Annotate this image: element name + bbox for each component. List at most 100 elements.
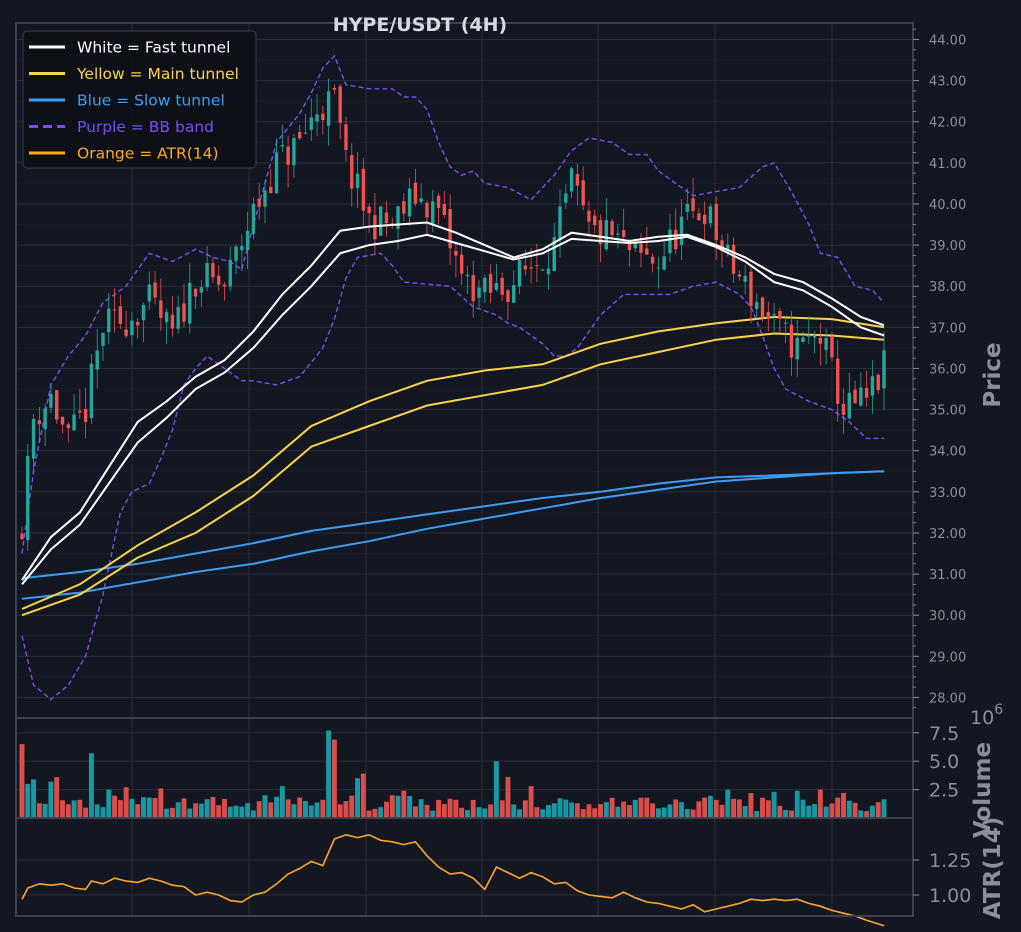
legend-label: Yellow = Main tunnel bbox=[76, 65, 239, 83]
candle-body bbox=[714, 203, 718, 240]
volume-bar bbox=[378, 807, 384, 818]
candle-body bbox=[766, 311, 770, 319]
volume-bar bbox=[193, 803, 199, 818]
volume-bar bbox=[181, 798, 187, 818]
candle-body bbox=[332, 87, 337, 90]
candle-body bbox=[350, 155, 354, 189]
atr-axis-label: ATR(14) bbox=[980, 817, 1006, 919]
candle-body bbox=[118, 306, 123, 324]
candle-body bbox=[269, 186, 273, 194]
candle-body bbox=[188, 282, 192, 324]
candle-body bbox=[737, 274, 742, 277]
volume-bar bbox=[152, 798, 158, 818]
fast-tunnel-lower bbox=[21, 233, 885, 585]
candle-body bbox=[581, 180, 585, 206]
candle-body bbox=[818, 337, 823, 344]
candle-body bbox=[216, 275, 221, 285]
candle-body bbox=[535, 265, 539, 267]
candle-body bbox=[245, 230, 250, 251]
candle-body bbox=[841, 403, 846, 415]
candle-body bbox=[459, 254, 464, 274]
candle-body bbox=[558, 206, 562, 241]
candle-body bbox=[164, 312, 169, 323]
slow-tunnel bbox=[21, 470, 885, 600]
candle-body bbox=[483, 277, 487, 293]
volume-bar bbox=[707, 795, 713, 818]
atr-series-line bbox=[21, 833, 885, 927]
volume-bar bbox=[829, 803, 835, 818]
candle-body bbox=[465, 274, 470, 277]
volume-bar bbox=[169, 807, 175, 818]
volume-bar bbox=[655, 808, 661, 818]
candle-body bbox=[338, 86, 342, 123]
candle-body bbox=[679, 216, 684, 245]
volume-bar bbox=[679, 802, 684, 818]
volume-bars bbox=[19, 730, 887, 818]
candle-body bbox=[402, 201, 406, 214]
candle-body bbox=[378, 206, 383, 236]
volume-scale-exponent: 6 bbox=[994, 702, 1003, 718]
volume-bar bbox=[574, 803, 580, 818]
volume-bar bbox=[227, 806, 233, 818]
main-tunnel-lower bbox=[21, 332, 885, 617]
candle-body bbox=[795, 337, 799, 360]
candle-body bbox=[240, 245, 244, 251]
volume-bar bbox=[262, 795, 268, 818]
candle-body bbox=[153, 282, 157, 298]
candle-body bbox=[639, 243, 643, 253]
volume-bar bbox=[459, 807, 465, 818]
volume-bar bbox=[771, 791, 777, 818]
volume-bar bbox=[476, 807, 482, 818]
volume-tick-label: 5.0 bbox=[929, 751, 959, 773]
candle-body bbox=[859, 387, 863, 406]
main-tunnel-upper bbox=[21, 315, 885, 610]
volume-bar bbox=[453, 799, 459, 818]
volume-bar bbox=[638, 797, 644, 818]
candle-body bbox=[396, 206, 400, 229]
candle-body bbox=[847, 392, 851, 419]
volume-bar bbox=[389, 795, 395, 818]
price-tick-label: 41.00 bbox=[929, 157, 966, 172]
price-tick-label: 38.00 bbox=[929, 280, 966, 295]
candle-body bbox=[442, 204, 447, 216]
candle-body bbox=[477, 287, 481, 298]
volume-bar bbox=[198, 803, 204, 818]
volume-bar bbox=[355, 778, 361, 818]
legend-label: Orange = ATR(14) bbox=[77, 145, 219, 163]
price-tick-label: 43.00 bbox=[929, 75, 966, 90]
candle-body bbox=[500, 277, 504, 295]
candle-body bbox=[627, 239, 632, 251]
volume-bar bbox=[864, 811, 870, 818]
volume-bar bbox=[800, 799, 806, 818]
volume-bar bbox=[94, 804, 100, 818]
price-tick-label: 29.00 bbox=[929, 650, 966, 665]
volume-bar bbox=[580, 809, 586, 818]
volume-bar bbox=[696, 801, 702, 818]
candle-body bbox=[112, 309, 117, 311]
volume-bar bbox=[123, 787, 129, 818]
volume-bar bbox=[141, 797, 146, 818]
volume-bar bbox=[788, 810, 794, 818]
volume-bar bbox=[326, 730, 332, 818]
volume-bar bbox=[626, 805, 632, 818]
volume-bar bbox=[875, 802, 881, 818]
candle-body bbox=[257, 198, 261, 207]
candle-body bbox=[702, 214, 707, 225]
candles bbox=[20, 78, 886, 551]
fast-tunnel bbox=[21, 221, 885, 585]
volume-bar bbox=[19, 744, 25, 818]
price-tick-label: 44.00 bbox=[929, 33, 966, 48]
volume-bar bbox=[725, 789, 731, 818]
legend-label: Blue = Slow tunnel bbox=[77, 92, 225, 110]
candle-body bbox=[593, 215, 597, 226]
volume-bar bbox=[279, 786, 285, 818]
candle-body bbox=[685, 203, 690, 212]
candle-body bbox=[760, 297, 765, 318]
volume-bar bbox=[609, 797, 615, 818]
candle-body bbox=[598, 220, 603, 245]
candle-body bbox=[66, 424, 70, 429]
volume-bar bbox=[146, 797, 152, 818]
candle-body bbox=[633, 242, 637, 249]
volume-bar bbox=[852, 802, 858, 818]
candle-body bbox=[107, 308, 111, 333]
